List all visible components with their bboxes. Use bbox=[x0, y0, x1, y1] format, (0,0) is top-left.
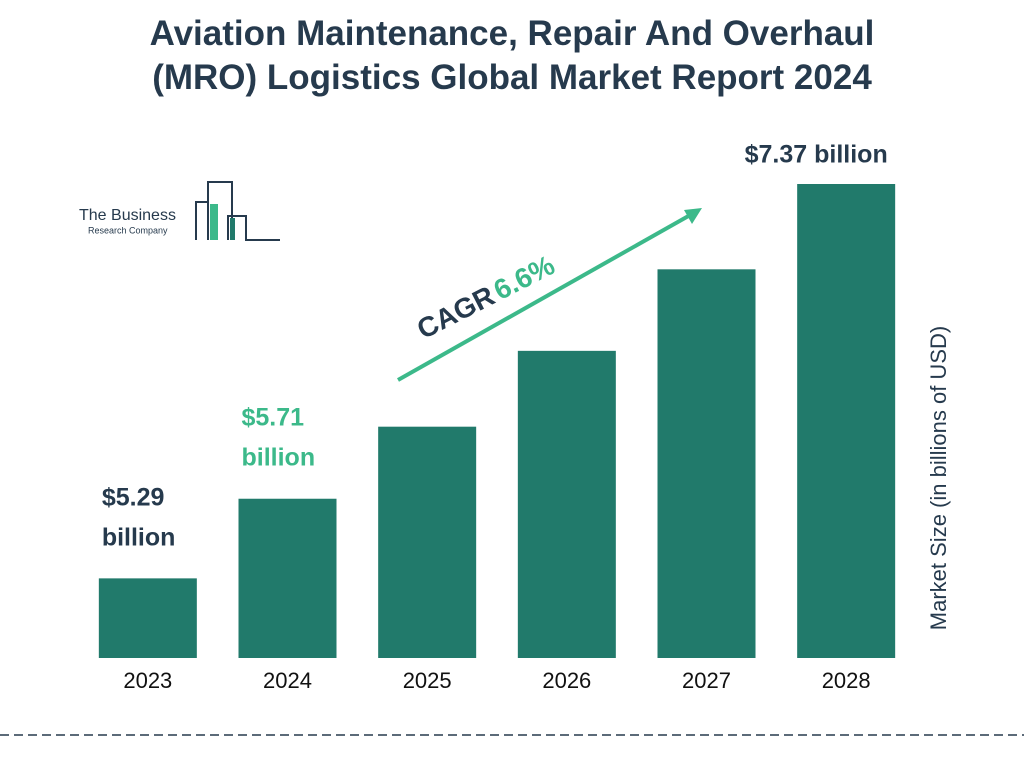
x-tick-label: 2024 bbox=[263, 668, 312, 693]
logo-shape bbox=[210, 204, 218, 240]
cagr-arrow bbox=[397, 212, 693, 382]
value-label: $7.37 billion bbox=[745, 141, 888, 169]
logo-shape bbox=[207, 181, 233, 240]
x-tick-label: 2027 bbox=[682, 668, 731, 693]
cagr-label: CAGR bbox=[412, 280, 500, 345]
bar bbox=[378, 426, 477, 658]
value-label: $5.71 billion bbox=[242, 403, 316, 471]
y-axis-label: Market Size (in billions of USD) bbox=[926, 326, 951, 630]
logo-shape bbox=[227, 215, 280, 241]
logo-text: The Business bbox=[79, 207, 176, 224]
x-tick-label: 2028 bbox=[822, 668, 871, 693]
logo-shape bbox=[195, 201, 209, 240]
logo: The Business Research Company bbox=[79, 181, 280, 241]
x-tick-label: 2023 bbox=[123, 668, 172, 693]
bar bbox=[238, 498, 337, 658]
bar bbox=[517, 350, 616, 658]
logo-shape bbox=[230, 218, 235, 240]
bar bbox=[98, 578, 197, 658]
logo-text: Research Company bbox=[88, 225, 168, 235]
value-label: $5.29 billion bbox=[102, 483, 176, 551]
cagr-value: 6.6% bbox=[489, 249, 560, 306]
cagr-arrow-head bbox=[684, 208, 702, 224]
x-tick-label: 2025 bbox=[403, 668, 452, 693]
bar bbox=[657, 269, 756, 658]
chart-title: Aviation Maintenance, Repair And Overhau… bbox=[149, 14, 875, 97]
x-tick-label: 2026 bbox=[542, 668, 591, 693]
bar bbox=[797, 184, 896, 658]
